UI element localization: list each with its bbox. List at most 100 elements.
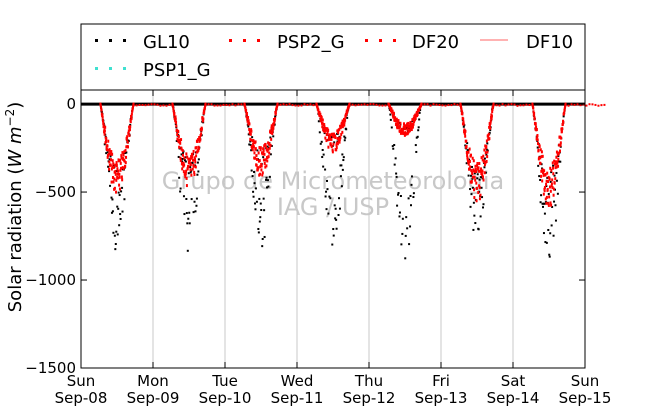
diffuse-point (321, 125, 324, 129)
gl10-point (192, 211, 195, 214)
diffuse-point (485, 145, 488, 149)
night-point (282, 103, 285, 106)
night-point (501, 103, 504, 106)
diffuse-point (204, 102, 207, 106)
diffuse-point (118, 187, 121, 191)
diffuse-point (181, 167, 184, 171)
diffuse-point (202, 117, 205, 121)
diffuse-point (539, 161, 542, 165)
diffuse-point (540, 174, 543, 178)
night-point (216, 104, 219, 107)
gl10-point (537, 164, 540, 167)
diffuse-point (478, 186, 481, 190)
diffuse-point (471, 175, 474, 179)
diffuse-point (255, 154, 258, 158)
diffuse-point (540, 150, 543, 154)
gl10-point (476, 177, 479, 180)
diffuse-point (122, 153, 125, 157)
gl10-point (338, 197, 340, 200)
diffuse-point (474, 164, 477, 168)
gl10-point (555, 171, 558, 174)
gl10-point (549, 232, 552, 235)
diffuse-point (340, 132, 343, 136)
diffuse-point (541, 179, 544, 183)
x-axis: SunSep-08MonSep-09TueSep-10WedSep-11ThuS… (55, 90, 611, 407)
diffuse-point (531, 102, 534, 106)
diffuse-point (341, 130, 344, 134)
diffuse-point (331, 150, 334, 154)
gl10-point (481, 196, 484, 199)
gl10-point (272, 135, 275, 138)
gl10-point (125, 151, 128, 154)
diffuse-point (409, 122, 412, 126)
diffuse-point (558, 143, 561, 147)
night-point (588, 103, 591, 106)
diffuse-point (118, 175, 121, 179)
gl10-point (400, 243, 403, 246)
diffuse-point (338, 138, 341, 142)
diffuse-point (108, 148, 111, 152)
gl10-point (393, 163, 396, 166)
gl10-point (342, 156, 345, 159)
diffuse-point (272, 126, 275, 130)
diffuse-point (193, 170, 196, 174)
diffuse-point (543, 185, 546, 189)
diffuse-point (263, 161, 266, 165)
x-tick-day-1: Mon (137, 372, 169, 390)
x-tick-day-6: Sat (501, 372, 526, 390)
night-point (348, 104, 351, 107)
diffuse-point (271, 132, 274, 136)
night-point (288, 103, 291, 106)
gl10-point (482, 203, 485, 206)
diffuse-point (254, 140, 257, 144)
diffuse-point (107, 139, 110, 143)
diffuse-point (252, 142, 255, 146)
diffuse-point (553, 159, 556, 163)
diffuse-point (557, 164, 560, 168)
diffuse-point (256, 168, 259, 172)
diffuse-point (485, 139, 488, 143)
diffuse-point (111, 152, 114, 156)
diffuse-point (123, 150, 126, 154)
gl10-point (538, 175, 541, 178)
gl10-point (409, 225, 412, 228)
diffuse-point (262, 151, 265, 155)
gl10-point (325, 190, 328, 193)
diffuse-point (544, 197, 547, 201)
diffuse-point (110, 158, 113, 162)
night-point (360, 103, 363, 106)
diffuse-point (559, 143, 562, 147)
diffuse-point (105, 137, 108, 141)
gl10-point (410, 204, 412, 207)
diffuse-point (466, 153, 469, 157)
diffuse-point (264, 165, 267, 169)
night-point (366, 103, 369, 106)
gl10-point (409, 194, 412, 197)
diffuse-point (554, 177, 557, 181)
diffuse-point (257, 166, 260, 170)
diffuse-point (473, 196, 476, 200)
diffuse-point (476, 162, 479, 166)
diffuse-point (492, 105, 495, 109)
gl10-point (545, 185, 548, 188)
night-point (522, 104, 525, 107)
diffuse-point (548, 177, 551, 181)
legend-marker-1 (257, 39, 260, 42)
diffuse-point (470, 179, 473, 183)
night-point (204, 104, 207, 107)
diffuse-point (560, 129, 563, 133)
gl10-point (416, 135, 419, 138)
x-tick-date-5: Sep-13 (415, 389, 468, 407)
gl10-point (401, 232, 404, 235)
diffuse-point (485, 159, 488, 163)
diffuse-point (545, 195, 548, 199)
diffuse-point (335, 143, 338, 147)
diffuse-point (261, 173, 264, 177)
diffuse-point (102, 125, 105, 129)
gl10-point (472, 228, 475, 231)
diffuse-point (104, 125, 107, 129)
gl10-point (483, 166, 486, 169)
diffuse-point (186, 166, 189, 170)
night-point (297, 104, 300, 107)
legend-marker-1 (243, 39, 246, 42)
